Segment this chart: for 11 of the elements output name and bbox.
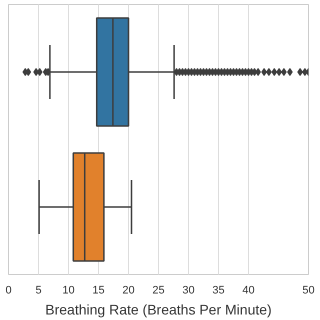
x-axis-title: Breathing Rate (Breaths Per Minute): [45, 302, 272, 318]
x-tick-label: 50: [302, 284, 315, 296]
x-tick-label: 40: [242, 284, 255, 296]
x-tick-label: 15: [92, 284, 105, 296]
x-tick-label: 30: [182, 284, 195, 296]
x-tick-label: 20: [122, 284, 135, 296]
x-tick-label: 25: [152, 284, 165, 296]
x-tick-label: 5: [35, 284, 42, 296]
x-tick-label: 0: [5, 284, 12, 296]
x-tick-label: 10: [62, 284, 75, 296]
x-tick-label: 35: [212, 284, 225, 296]
